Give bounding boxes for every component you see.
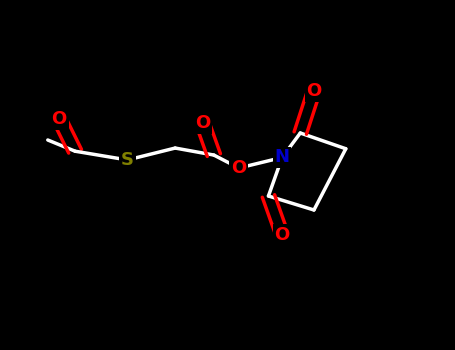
Text: O: O [274, 225, 290, 244]
Text: O: O [306, 82, 322, 100]
Text: O: O [195, 114, 210, 132]
Text: N: N [275, 148, 289, 167]
Text: O: O [231, 159, 247, 177]
Text: O: O [51, 110, 67, 128]
Text: S: S [121, 151, 134, 169]
